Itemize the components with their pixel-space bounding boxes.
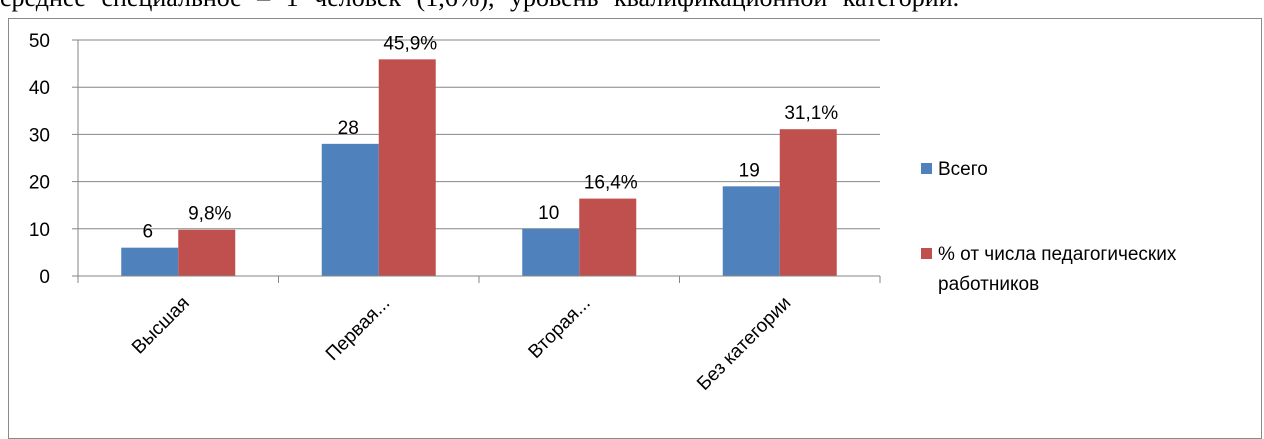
data-label: 19	[739, 160, 760, 181]
bar	[579, 198, 637, 276]
data-label: 9,8%	[188, 204, 231, 225]
bars	[121, 59, 837, 276]
legend-label-percent: % от числа педагогических	[938, 244, 1177, 265]
legend-swatch-percent	[921, 248, 932, 259]
data-label: 10	[538, 203, 559, 224]
x-category-label: Первая...	[322, 293, 394, 365]
y-tick-label: 0	[39, 267, 50, 288]
y-tick-label: 20	[29, 173, 50, 194]
legend-swatch-total	[921, 163, 932, 174]
y-tick-label: 30	[29, 125, 50, 146]
bar	[378, 59, 436, 276]
data-labels: 6 9,8% 28 45,9% 10 16,4% 19 31,1%	[142, 33, 838, 242]
legend-label-percent-line2: работников	[938, 274, 1040, 295]
x-category-label: Высшая	[128, 293, 194, 359]
bar	[321, 143, 379, 276]
bar	[522, 228, 580, 276]
data-label: 45,9%	[383, 33, 437, 54]
legend-label-total: Всего	[938, 159, 988, 180]
x-category-label: Вторая...	[525, 293, 595, 363]
bar	[779, 129, 837, 276]
intro-text: среднее специальное – 1 человек (1,6%), …	[0, 0, 1264, 13]
legend-item-percent: % от числа педагогических работников	[921, 240, 1176, 300]
x-category-label: Без категории	[693, 293, 795, 395]
data-label: 16,4%	[584, 173, 638, 194]
legend-item-total: Всего	[921, 155, 988, 185]
data-label: 31,1%	[784, 103, 838, 124]
data-label: 6	[142, 222, 153, 243]
data-label: 28	[338, 118, 359, 139]
y-tick-label: 40	[29, 78, 50, 99]
bar	[121, 247, 179, 276]
bar	[178, 229, 236, 276]
bar	[722, 186, 780, 276]
y-tick-label: 10	[29, 220, 50, 241]
y-tick-label: 50	[29, 31, 50, 52]
